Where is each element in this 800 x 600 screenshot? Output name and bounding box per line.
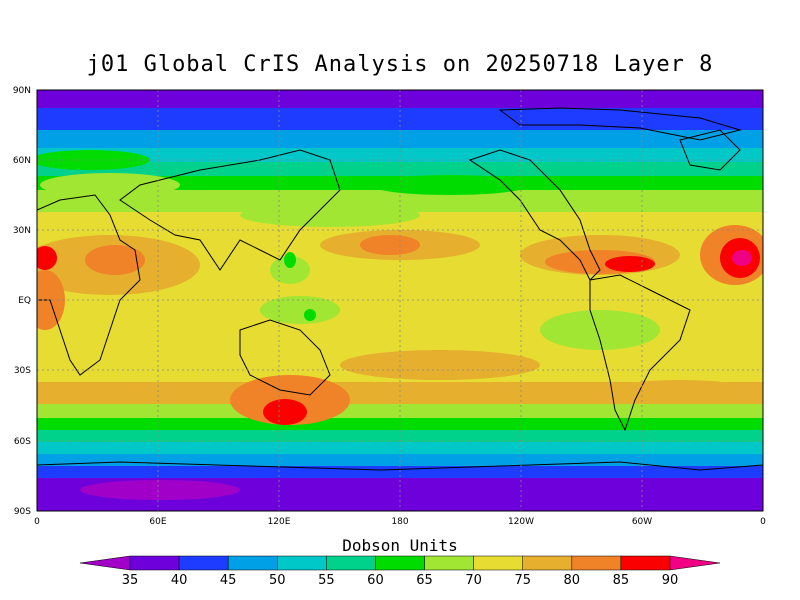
colorbar-swatch	[571, 555, 622, 571]
colorbar-tick-label: 90	[662, 573, 679, 588]
colorbar-swatch	[522, 555, 573, 571]
colorbar-tick-label: 65	[416, 573, 433, 588]
colorbar-tick-label: 85	[613, 573, 630, 588]
colorbar-swatch	[129, 555, 180, 571]
lat-label: 30S	[14, 366, 31, 376]
map-frame	[36, 89, 764, 512]
colorbar-swatch	[178, 555, 229, 571]
lon-label: 120E	[268, 517, 291, 527]
colorbar-tick-label: 80	[564, 573, 581, 588]
lon-label: 120W	[508, 517, 534, 527]
colorbar-swatch	[424, 555, 474, 571]
colorbar-tick-label: 55	[318, 573, 335, 588]
colorbar-tick-label: 70	[465, 573, 482, 588]
lat-label: 30N	[13, 226, 31, 236]
lat-label: 90N	[13, 86, 31, 96]
colorbar-swatch	[227, 555, 278, 571]
lat-label: EQ	[18, 296, 31, 306]
lat-label: 90S	[14, 507, 31, 517]
colorbar-arrow-high	[669, 555, 721, 571]
colorbar-swatch	[326, 555, 376, 571]
colorbar-tick-label: 60	[367, 573, 384, 588]
colorbar-tick-label: 75	[514, 573, 531, 588]
map-title: j01 Global CrIS Analysis on 20250718 Lay…	[86, 52, 714, 77]
colorbar-swatch	[375, 555, 425, 571]
lon-label: 0	[34, 517, 40, 527]
colorbar-arrow-low	[79, 555, 131, 571]
colorbar-tick-label: 50	[269, 573, 286, 588]
lon-label: 60W	[632, 517, 652, 527]
lon-label: 180	[391, 517, 408, 527]
colorbar-swatch	[620, 555, 671, 571]
colorbar-swatch	[277, 555, 327, 571]
colorbar-swatch	[473, 555, 523, 571]
colorbar-tick-label: 45	[220, 573, 237, 588]
lon-label: 60E	[149, 517, 166, 527]
ozone-field	[37, 90, 763, 511]
coastlines	[37, 107, 763, 471]
graticule	[37, 90, 763, 511]
colorbar-title: Dobson Units	[342, 536, 458, 555]
lat-label: 60S	[14, 437, 31, 447]
colorbar-tick-label: 35	[122, 573, 139, 588]
colorbar: 35 40 45 50 55 60 65 70 75 80 85 90	[79, 555, 721, 588]
colorbar-tick-label: 40	[171, 573, 188, 588]
lat-label: 60N	[13, 156, 31, 166]
lon-label: 0	[760, 517, 766, 527]
